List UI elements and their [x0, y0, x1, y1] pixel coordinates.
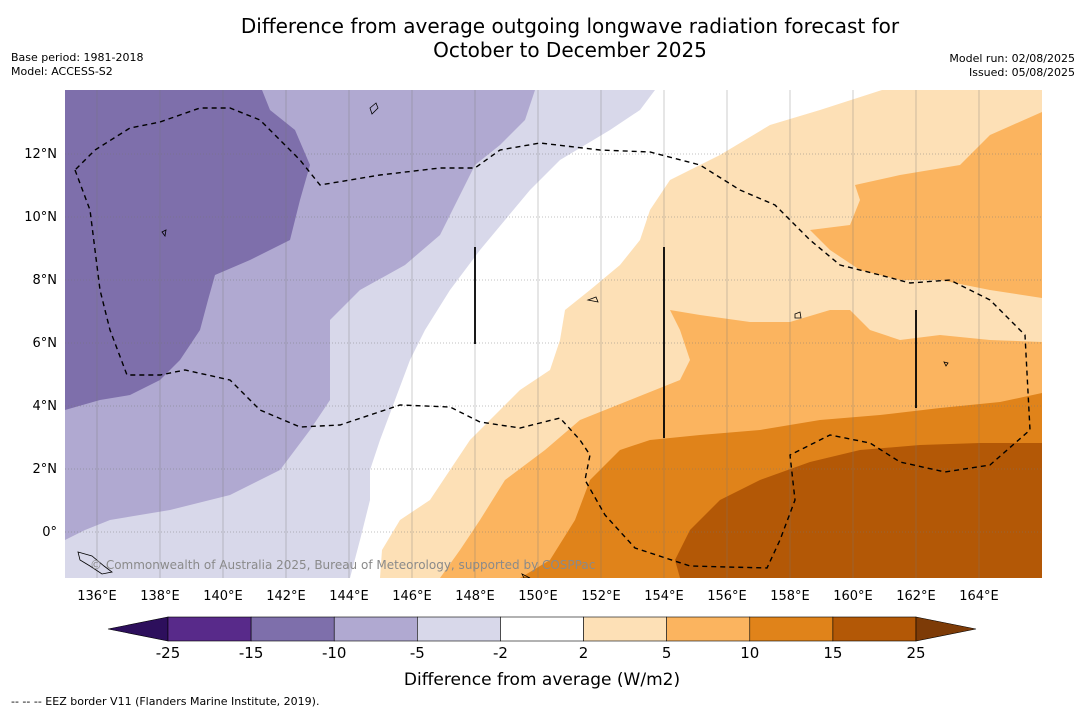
lon-axis-labels: 136°E 138°E 140°E 142°E 144°E 146°E 148°…: [77, 589, 999, 604]
lon-label: 156°E: [707, 589, 747, 604]
base-period-info: Base period: 1981-2018 Model: ACCESS-S2: [11, 51, 143, 79]
colorbar-tick-label: 25: [906, 644, 925, 662]
base-period: Base period: 1981-2018: [11, 51, 144, 64]
colorbar-tick-label: 15: [823, 644, 842, 662]
eez-footnote: -- -- -- EEZ border V11 (Flanders Marine…: [11, 695, 320, 708]
lat-label: 8°N: [33, 273, 58, 288]
lat-label: 10°N: [24, 210, 57, 225]
lon-label: 160°E: [833, 589, 873, 604]
issued-date: Issued: 05/08/2025: [968, 66, 1075, 79]
lat-label: 4°N: [33, 399, 58, 414]
colorbar-tick-label: 10: [740, 644, 759, 662]
lon-label: 152°E: [581, 589, 621, 604]
title-line-1: Difference from average outgoing longwav…: [240, 14, 900, 38]
lat-label: 12°N: [24, 147, 57, 162]
lon-label: 164°E: [959, 589, 999, 604]
lat-label: 6°N: [33, 336, 58, 351]
lon-label: 162°E: [896, 589, 936, 604]
colorbar: -25 -15 -10 -5 -2 2 5 10 15 25: [107, 616, 977, 662]
colorbar-label: Difference from average (W/m2): [404, 670, 680, 690]
lat-gridlines: [65, 153, 1042, 533]
colorbar-segment: [832, 616, 917, 642]
colorbar-tick-label: -5: [410, 644, 425, 662]
eez-border-west: [74, 107, 1031, 569]
contour-5-10: [810, 112, 1042, 298]
lon-label: 154°E: [644, 589, 684, 604]
lon-label: 140°E: [203, 589, 243, 604]
islands: [77, 102, 949, 578]
colorbar-tick-label: -10: [322, 644, 347, 662]
colorbar-segment: [666, 616, 751, 642]
colorbar-tick-label: 5: [662, 644, 672, 662]
lat-label: 0°: [42, 525, 57, 540]
colorbar-segment: [500, 616, 584, 642]
lat-axis-labels: 12°N 10°N 8°N 6°N 4°N 2°N 0°: [24, 147, 57, 540]
model-run-info: Model run: 02/08/2025 Issued: 05/08/2025: [949, 52, 1075, 80]
colorbar-segment: [417, 616, 501, 642]
map-area: [65, 90, 1042, 578]
model-name: Model: ACCESS-S2: [11, 65, 113, 78]
colorbar-extend-high: [915, 616, 977, 642]
map-title: Difference from average outgoing longwav…: [0, 14, 1085, 62]
copyright-notice: © Commonwealth of Australia 2025, Bureau…: [90, 558, 596, 572]
boundary-lines: [474, 247, 917, 438]
contour-neg15-neg10: [65, 90, 310, 410]
colorbar-segment: [583, 616, 667, 642]
lon-label: 144°E: [329, 589, 369, 604]
lon-label: 148°E: [455, 589, 495, 604]
lon-gridlines: [96, 90, 980, 578]
colorbar-segment: [749, 616, 834, 642]
lat-label: 2°N: [33, 462, 58, 477]
colorbar-segment: [250, 616, 335, 642]
lon-label: 142°E: [266, 589, 306, 604]
lon-label: 158°E: [770, 589, 810, 604]
model-run: Model run: 02/08/2025: [949, 52, 1075, 65]
lon-label: 146°E: [392, 589, 432, 604]
colorbar-tick-label: -15: [239, 644, 264, 662]
colorbar-tick-label: -25: [156, 644, 181, 662]
contour-15-25: [675, 443, 1042, 578]
title-line-2: October to December 2025: [433, 38, 707, 62]
lon-label: 136°E: [77, 589, 117, 604]
colorbar-tick-label: -2: [493, 644, 508, 662]
lon-label: 138°E: [140, 589, 180, 604]
lon-label: 150°E: [518, 589, 558, 604]
colorbar-segment: [333, 616, 418, 642]
colorbar-tick-label: 2: [579, 644, 589, 662]
colorbar-segment: [167, 616, 252, 642]
colorbar-extend-low: [107, 616, 169, 642]
